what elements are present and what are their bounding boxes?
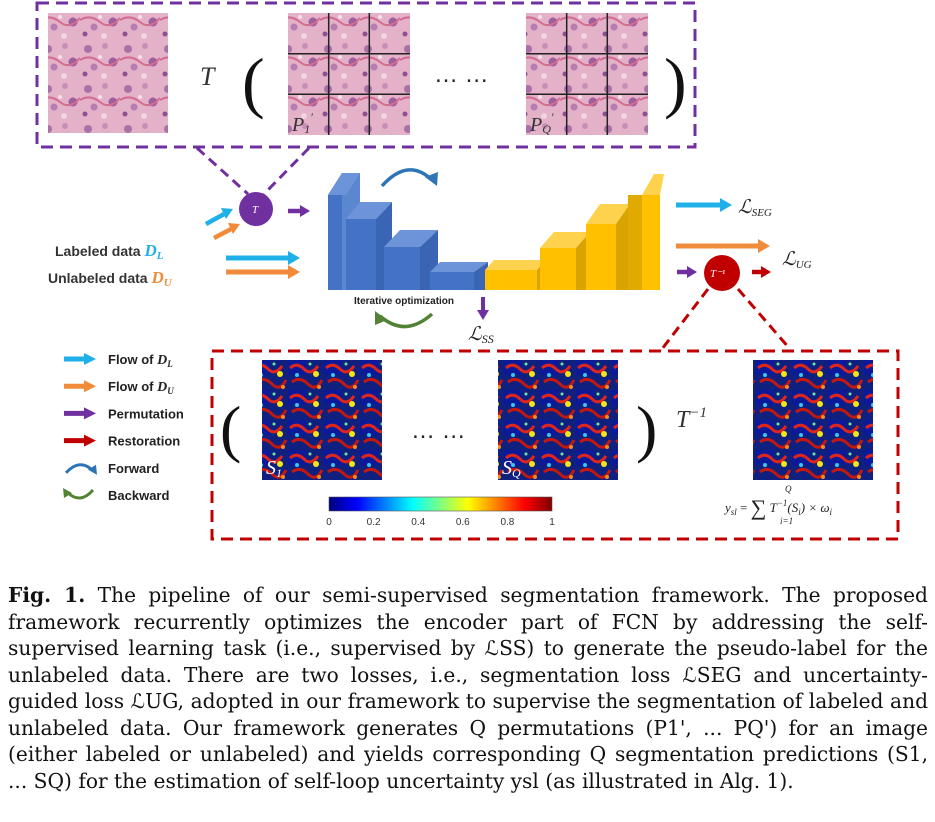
svg-text:T: T — [252, 204, 259, 216]
colorbar-tick-label: 0.4 — [411, 517, 425, 528]
backward-curve-icon — [63, 488, 95, 500]
bottom-left-paren: ( — [220, 393, 241, 464]
patch-label-P1: P1′ — [291, 110, 313, 136]
decoder-blocks — [485, 174, 664, 290]
forward-curve-icon — [64, 463, 97, 475]
permutation-node: T — [239, 192, 273, 226]
permutation-arrow-out — [288, 205, 310, 217]
loss-seg-label: ℒSEG — [738, 197, 772, 219]
backward-curve-arrow — [375, 311, 434, 329]
colorbar-tick-label: 0.8 — [500, 517, 514, 528]
prediction-map-S1 — [262, 360, 382, 480]
legend: Flow of DL Flow of DU Permutation Restorati… — [63, 352, 184, 503]
seg-output-arrow — [676, 198, 732, 212]
unlabeled-data-label: Unlabeled data DU — [48, 268, 173, 289]
labeled-flow-arrow — [226, 251, 300, 265]
colorbar-ticks: 0 0.2 0.4 0.6 0.8 1 — [326, 517, 555, 528]
permuted-patch-Q-image — [526, 13, 648, 135]
perm-node-connector — [195, 146, 311, 196]
colorbar-tick-label: 0.2 — [367, 517, 381, 528]
bottom-right-paren: ) — [636, 393, 657, 464]
legend-label: Restoration — [108, 434, 180, 449]
uncertainty-map — [753, 360, 873, 480]
pipeline-diagram: T ( P1′ … … PQ′ ) T Labeled data DL — [35, 1, 900, 541]
restoration-node: T⁻¹ — [704, 255, 740, 291]
original-patch-image — [48, 13, 168, 133]
figure-caption: Fig. 1. The pipeline of our semi-supervi… — [8, 582, 928, 794]
legend-label: Backward — [108, 488, 169, 503]
right-paren: ) — [664, 44, 687, 120]
left-paren: ( — [242, 44, 265, 120]
svg-text:T⁻¹: T⁻¹ — [710, 268, 725, 280]
colorbar — [328, 496, 553, 512]
restore-node-connector — [660, 288, 792, 350]
legend-item: Backward — [63, 488, 169, 503]
iterative-optimization-label: Iterative optimization — [354, 296, 454, 307]
encoder-blocks — [328, 173, 488, 290]
svg-text:Unlabeled data DU: Unlabeled data DU — [48, 268, 173, 289]
legend-label: Flow of DL — [108, 352, 173, 369]
loss-ss-arrow — [477, 297, 489, 320]
top-ellipsis: … … — [434, 61, 489, 88]
legend-arrow-icon — [64, 380, 96, 393]
permutation-panel: T ( P1′ … … PQ′ ) — [35, 1, 697, 149]
caption-label: Fig. 1. — [8, 583, 86, 607]
bottom-ellipsis: … … — [411, 417, 466, 444]
legend-arrow-icon — [64, 434, 96, 447]
uncertainty-formula: ysl = ∑ T−1(Si) × ωi — [723, 495, 833, 520]
legend-item: Forward — [64, 461, 159, 476]
legend-label: Permutation — [108, 406, 184, 421]
restoration-arrow-out — [752, 266, 771, 278]
legend-item: Flow of DU — [64, 379, 174, 396]
operator-T: T — [200, 62, 216, 91]
legend-item: Permutation — [64, 406, 184, 421]
patch-label-PQ: PQ′ — [529, 110, 554, 136]
input-arrow-unlabeled — [212, 223, 240, 240]
labeled-data-label: Labeled data DL — [55, 241, 164, 262]
formula-lower-limit: i=1 — [780, 516, 793, 526]
colorbar-tick-label: 0.6 — [456, 517, 470, 528]
loss-ug-label: ℒUG — [782, 249, 812, 271]
prediction-map-SQ — [498, 360, 618, 480]
legend-item: Flow of DL — [64, 352, 173, 369]
to-restore-arrow — [677, 266, 697, 278]
caption-text: The pipeline of our semi-supervised segm… — [8, 583, 928, 793]
formula-upper-limit: Q — [785, 484, 792, 494]
legend-item: Restoration — [64, 434, 180, 449]
legend-label: Flow of DU — [108, 379, 174, 396]
unlabeled-flow-arrow — [226, 265, 300, 279]
permuted-patch-1-image — [288, 13, 410, 135]
legend-arrow-icon — [64, 353, 96, 365]
legend-arrow-icon — [64, 407, 96, 420]
input-arrow-labeled — [204, 208, 233, 226]
ug-output-arrow — [676, 239, 770, 253]
colorbar-tick-label: 0 — [326, 517, 332, 528]
forward-curve-arrow — [380, 168, 438, 188]
svg-text:Labeled data DL: Labeled data DL — [55, 241, 164, 262]
inverse-operator: T−1 — [676, 405, 707, 433]
legend-label: Forward — [108, 461, 159, 476]
prediction-panel: ( S1 … … SQ ) T−1 ysl = ∑ T−1(Si) × ωi Q… — [210, 349, 900, 541]
colorbar-tick-label: 1 — [549, 517, 555, 528]
loss-ss-label: ℒSS — [468, 324, 494, 346]
